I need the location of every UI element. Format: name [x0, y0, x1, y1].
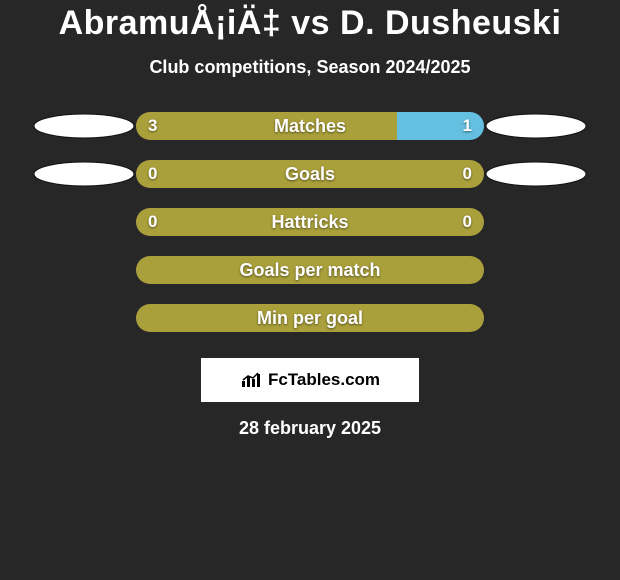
stat-value-right: 0: [463, 160, 472, 188]
stat-value-right: 1: [463, 112, 472, 140]
source-logo-text: FcTables.com: [268, 370, 380, 390]
kit-right: [484, 256, 594, 284]
kit-left: [26, 256, 136, 284]
stat-row: Goals per match: [0, 256, 620, 284]
stat-value-left: 0: [148, 208, 157, 236]
page-subtitle: Club competitions, Season 2024/2025: [149, 57, 470, 78]
stat-bar: Matches31: [136, 112, 484, 140]
stat-bar-left-segment: [136, 160, 484, 188]
kit-left: [26, 304, 136, 332]
stat-bar: Goals per match: [136, 256, 484, 284]
kit-left: [26, 112, 136, 140]
stat-bar-left-segment: [136, 304, 484, 332]
kit-left: [26, 160, 136, 188]
stat-bar: Hattricks00: [136, 208, 484, 236]
stat-row: Goals00: [0, 160, 620, 188]
kit-left: [26, 208, 136, 236]
stat-rows: Matches31 Goals00 Hattricks00Goals per m…: [0, 112, 620, 332]
stat-bar-left-segment: [136, 208, 484, 236]
stat-bar: Min per goal: [136, 304, 484, 332]
kit-right: [484, 112, 594, 140]
kit-right: [484, 208, 594, 236]
comparison-card: AbramuÅ¡iÄ‡ vs D. Dusheuski Club competi…: [0, 0, 620, 439]
stat-row: Hattricks00: [0, 208, 620, 236]
kit-right: [484, 304, 594, 332]
snapshot-date: 28 february 2025: [239, 418, 381, 439]
stat-value-left: 3: [148, 112, 157, 140]
stat-bar: Goals00: [136, 160, 484, 188]
kit-right: [484, 160, 594, 188]
stat-bar-left-segment: [136, 112, 397, 140]
page-title: AbramuÅ¡iÄ‡ vs D. Dusheuski: [59, 4, 562, 43]
stat-value-left: 0: [148, 160, 157, 188]
stat-value-right: 0: [463, 208, 472, 236]
chart-icon: [240, 371, 262, 389]
stat-row: Min per goal: [0, 304, 620, 332]
stat-row: Matches31: [0, 112, 620, 140]
stat-bar-left-segment: [136, 256, 484, 284]
source-logo: FcTables.com: [201, 358, 419, 402]
